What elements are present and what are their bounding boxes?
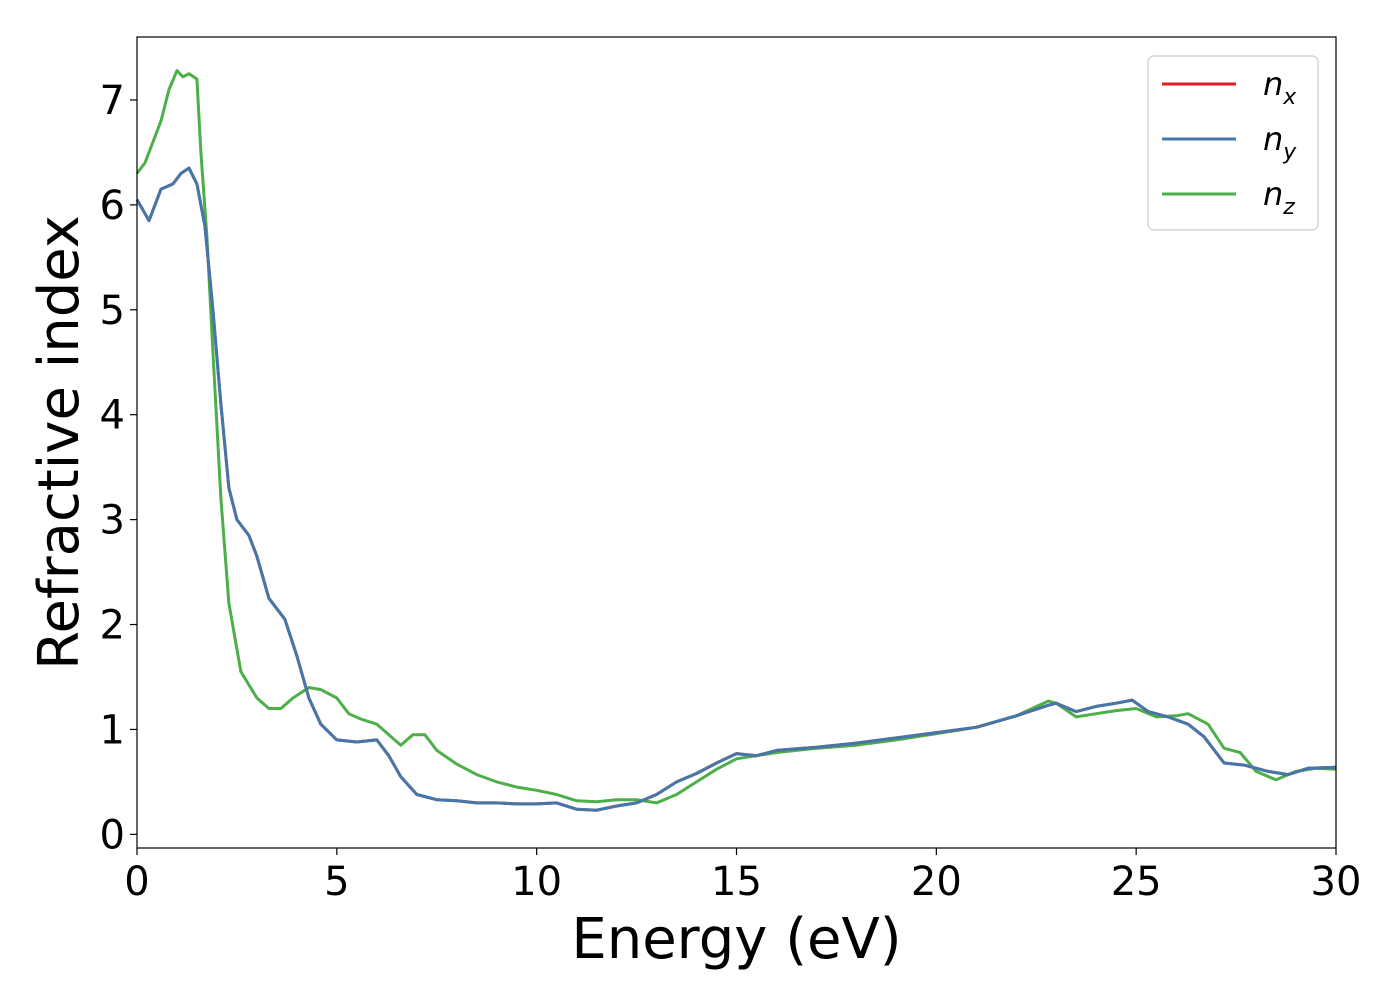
y-axis-title: Refractive index xyxy=(27,215,92,670)
x-tick-label: 25 xyxy=(1111,859,1162,905)
x-tick-label: 30 xyxy=(1311,859,1362,905)
y-tick-label: 0 xyxy=(100,812,125,858)
y-tick-label: 7 xyxy=(100,78,125,124)
y-tick-label: 6 xyxy=(100,183,125,229)
legend: nx ny nz xyxy=(1147,55,1319,231)
x-tick-label: 5 xyxy=(324,859,349,905)
legend-label-z: nz xyxy=(1263,175,1295,220)
x-axis-ticks: 0 5 10 15 20 25 30 xyxy=(124,848,1361,905)
series-layer xyxy=(135,69,1337,812)
x-tick-label: 10 xyxy=(511,859,562,905)
x-tick-label: 20 xyxy=(911,859,962,905)
legend-box xyxy=(1147,55,1319,231)
x-tick-label: 15 xyxy=(711,859,762,905)
y-tick-label: 1 xyxy=(100,707,125,753)
series-line-y xyxy=(135,166,1337,812)
y-tick-label: 3 xyxy=(100,498,125,544)
y-tick-label: 4 xyxy=(100,393,125,439)
series-line-z xyxy=(135,69,1337,805)
y-axis-ticks: 0 1 2 3 4 5 6 7 xyxy=(100,78,137,858)
y-tick-label: 5 xyxy=(100,288,125,334)
legend-label-x: nx xyxy=(1263,65,1297,110)
x-axis-title: Energy (eV) xyxy=(571,907,901,972)
x-tick-label: 0 xyxy=(124,859,149,905)
y-tick-label: 2 xyxy=(100,603,125,649)
legend-label-y: ny xyxy=(1263,120,1297,165)
